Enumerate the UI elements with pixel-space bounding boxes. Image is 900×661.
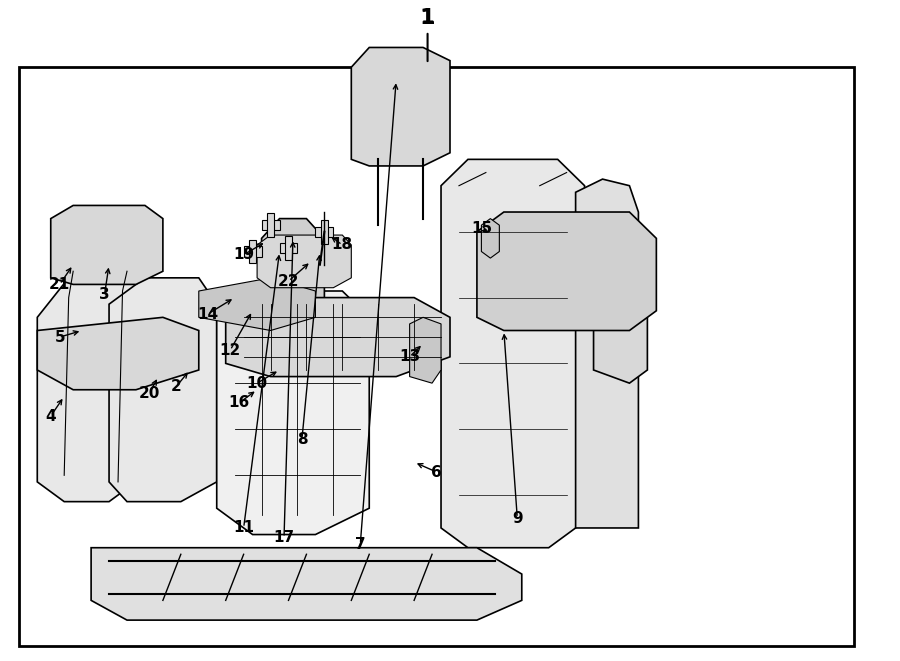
FancyBboxPatch shape bbox=[19, 67, 854, 646]
Polygon shape bbox=[217, 291, 369, 535]
Text: 10: 10 bbox=[247, 375, 267, 391]
Text: 16: 16 bbox=[229, 395, 250, 410]
Text: 12: 12 bbox=[220, 343, 241, 358]
Polygon shape bbox=[477, 212, 656, 330]
Text: 19: 19 bbox=[233, 247, 254, 262]
Polygon shape bbox=[109, 278, 217, 502]
Polygon shape bbox=[91, 548, 522, 620]
Bar bbox=[320, 220, 328, 244]
Polygon shape bbox=[410, 317, 441, 383]
Text: 7: 7 bbox=[355, 537, 365, 552]
Text: 22: 22 bbox=[278, 274, 299, 289]
Text: 1: 1 bbox=[421, 9, 435, 27]
Polygon shape bbox=[226, 297, 450, 377]
Text: 17: 17 bbox=[274, 530, 294, 545]
Text: 21: 21 bbox=[50, 277, 70, 292]
Polygon shape bbox=[351, 48, 450, 166]
Polygon shape bbox=[441, 159, 585, 548]
Polygon shape bbox=[50, 206, 163, 284]
Bar bbox=[280, 243, 298, 253]
Bar bbox=[262, 220, 280, 231]
Text: 14: 14 bbox=[197, 307, 219, 321]
Text: 6: 6 bbox=[431, 465, 442, 479]
Polygon shape bbox=[594, 264, 647, 383]
Text: 11: 11 bbox=[233, 520, 254, 535]
Polygon shape bbox=[199, 278, 315, 330]
Bar bbox=[244, 247, 262, 256]
Polygon shape bbox=[576, 179, 638, 528]
Text: 13: 13 bbox=[399, 349, 420, 364]
Bar bbox=[267, 214, 274, 237]
Text: 3: 3 bbox=[99, 287, 110, 302]
Text: 9: 9 bbox=[512, 510, 523, 525]
Bar bbox=[285, 237, 292, 260]
Bar bbox=[315, 227, 333, 237]
Text: 1: 1 bbox=[419, 8, 436, 28]
Text: 20: 20 bbox=[139, 385, 160, 401]
Text: 15: 15 bbox=[471, 221, 492, 236]
Polygon shape bbox=[482, 219, 500, 258]
Text: 5: 5 bbox=[54, 330, 65, 344]
Text: 2: 2 bbox=[171, 379, 182, 394]
Polygon shape bbox=[257, 235, 351, 288]
Polygon shape bbox=[37, 264, 145, 502]
Polygon shape bbox=[37, 317, 199, 390]
Text: 18: 18 bbox=[332, 237, 353, 253]
Bar bbox=[249, 240, 256, 263]
Text: 8: 8 bbox=[297, 432, 307, 447]
Text: 4: 4 bbox=[45, 408, 56, 424]
Polygon shape bbox=[262, 219, 324, 317]
